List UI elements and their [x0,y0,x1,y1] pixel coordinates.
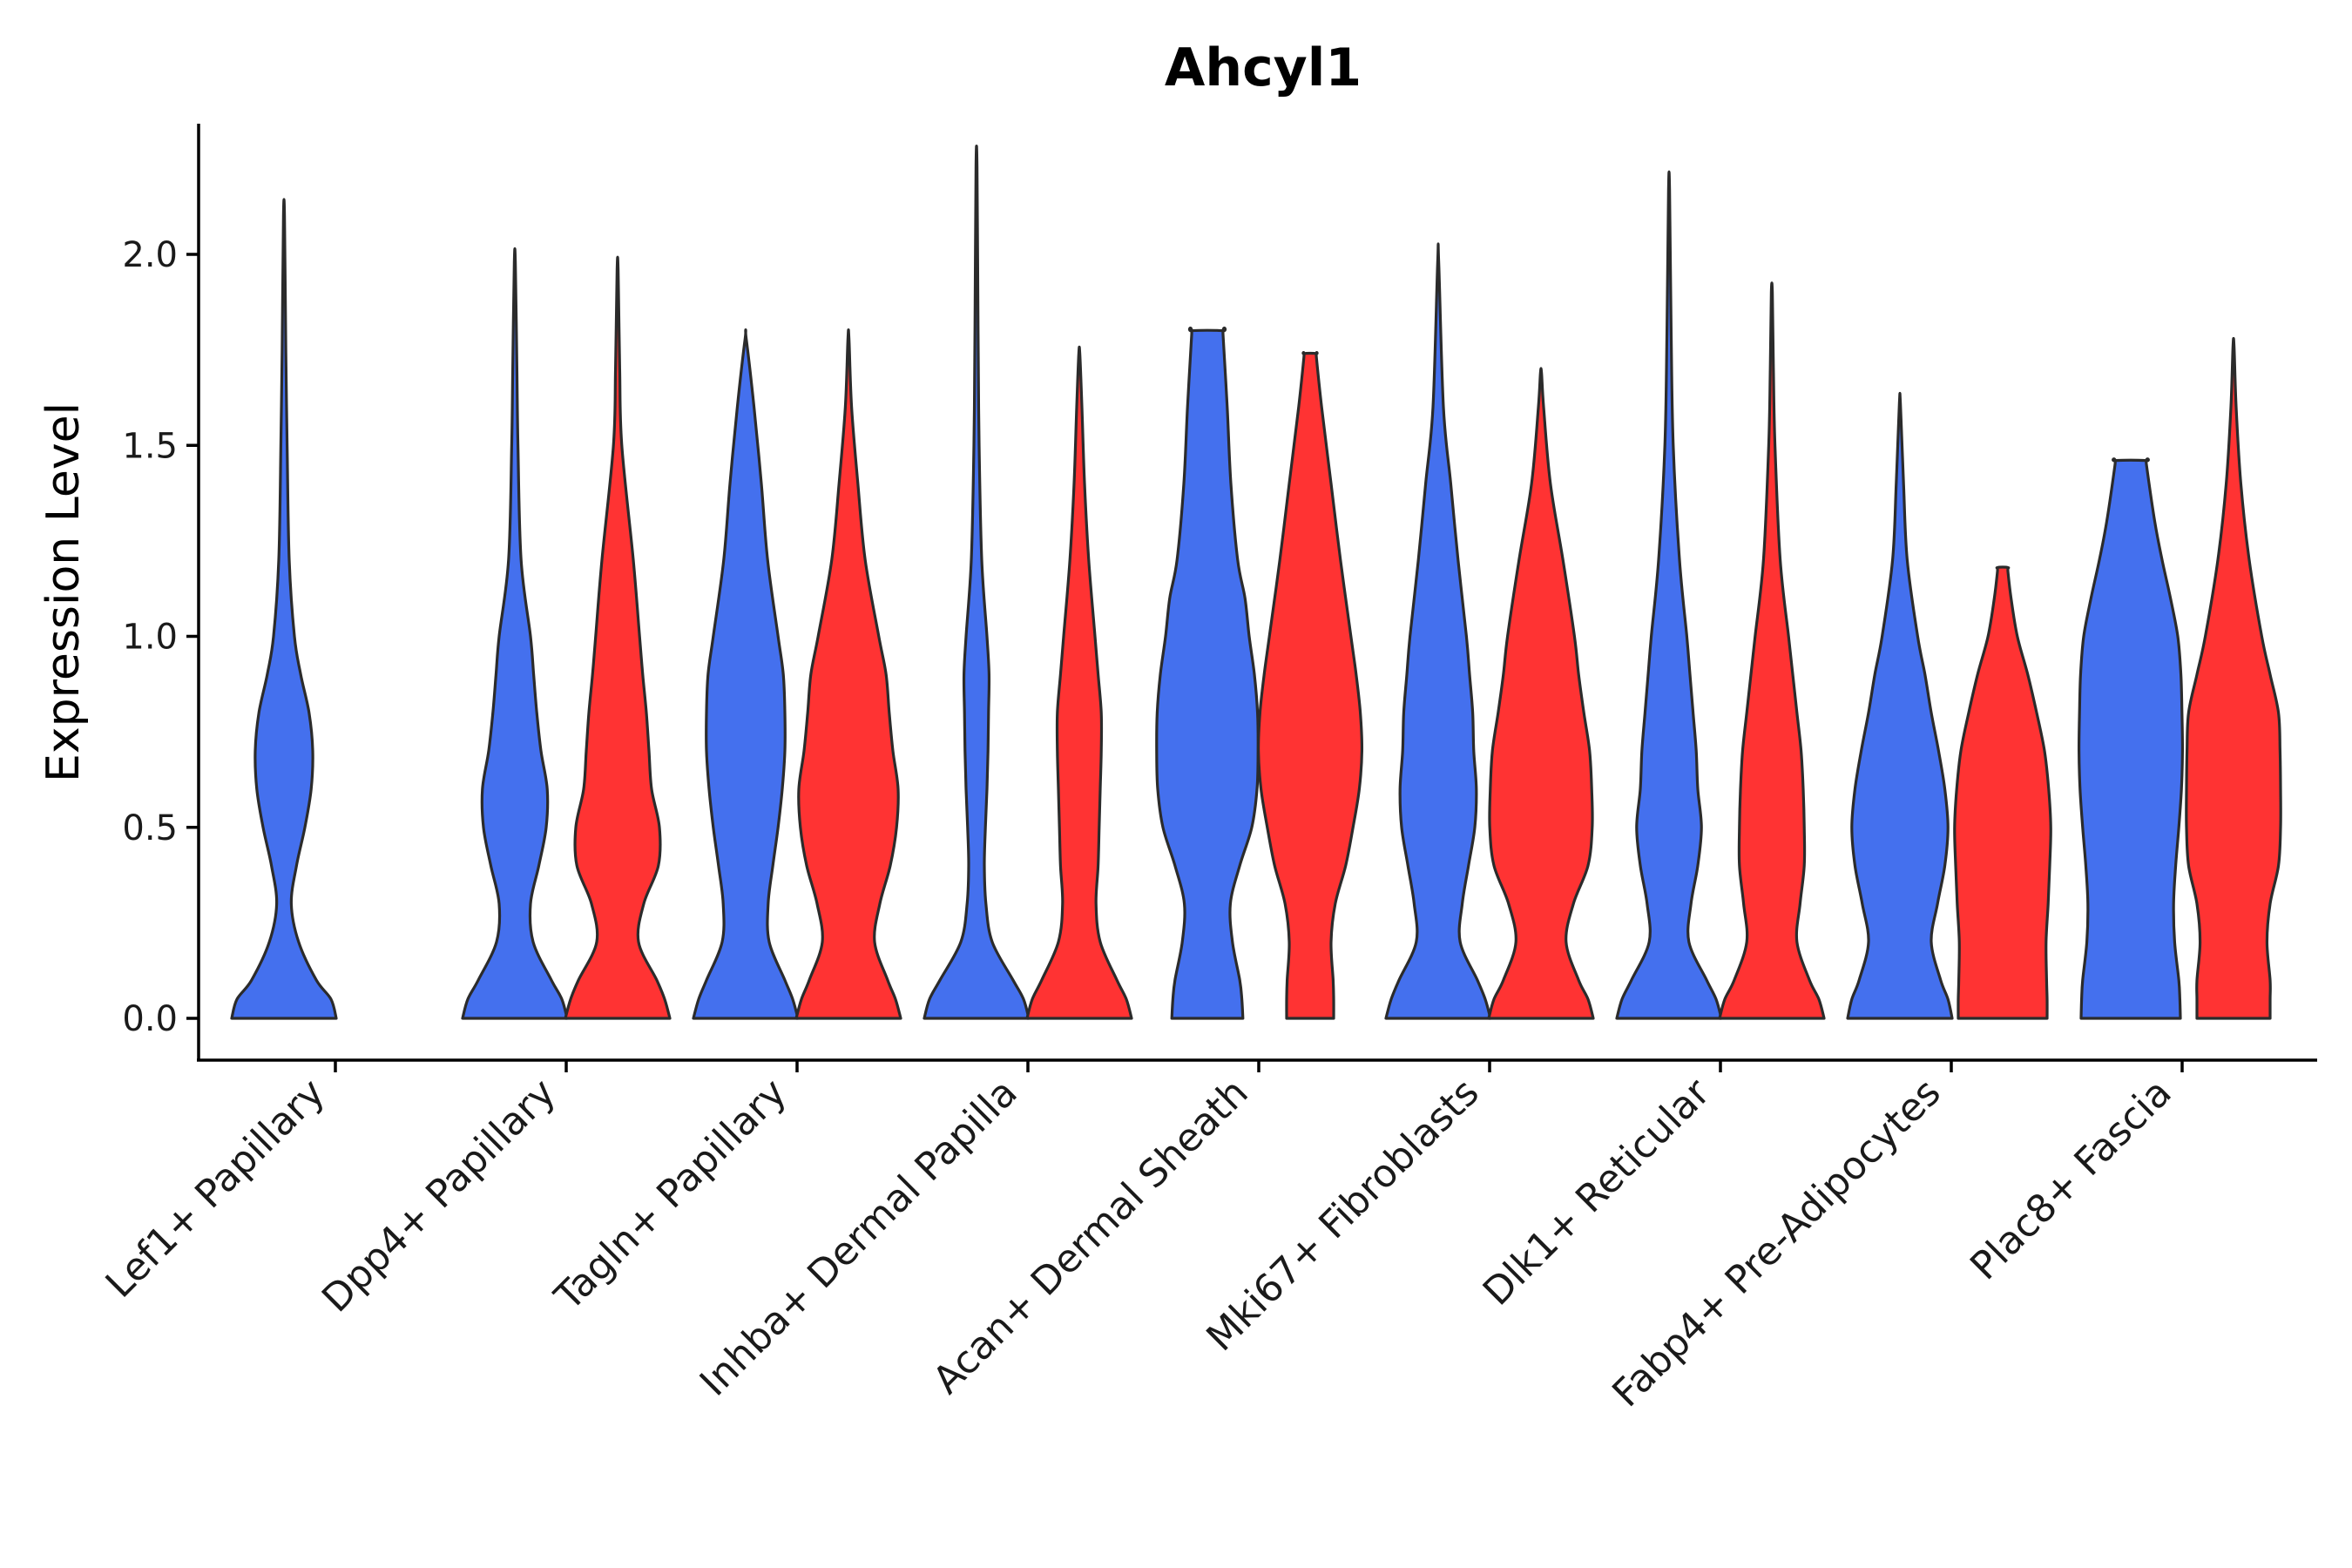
violin-blue-0 [230,198,338,1020]
violin-red-8 [2185,336,2282,1020]
violin-red-5 [1487,367,1595,1020]
violin-red-2 [794,328,902,1020]
violin-blue-5 [1384,242,1492,1020]
violin-blue-7 [1846,391,1954,1020]
violin-blue-2 [692,328,800,1020]
x-tick-label: Dpp4+ Papillary [314,1071,564,1321]
y-axis-label: Expression Level [37,402,90,782]
violin-red-4 [1256,351,1364,1020]
y-tick-label: 1.5 [122,426,178,466]
y-tick-label: 0.0 [122,999,178,1039]
x-tick-label: Lef1+ Papillary [98,1071,334,1307]
violin-blue-1 [461,247,569,1020]
x-tick-label: Tagln+ Papillary [546,1071,795,1320]
y-tick-label: 1.0 [122,618,178,658]
violin-blue-3 [923,144,1031,1020]
x-tick-label: Dlk1+ Reticular [1475,1070,1720,1315]
violin-red-1 [564,255,672,1020]
violin-red-3 [1025,345,1133,1020]
y-tick-label: 2.0 [122,235,178,275]
x-tick-label: Plac8+ Fascia [1962,1071,2180,1289]
violins-group [230,144,2282,1020]
violin-blue-6 [1615,170,1723,1020]
y-ticks-group: 0.0 0.5 1.0 1.5 2.0 [122,235,199,1039]
chart-title: Ahcyl1 [1165,37,1362,98]
violin-red-6 [1718,281,1826,1020]
violin-blue-8 [2077,457,2185,1020]
violin-blue-4 [1155,326,1260,1020]
y-tick-label: 0.5 [122,808,178,848]
violin-red-7 [1953,565,2052,1020]
